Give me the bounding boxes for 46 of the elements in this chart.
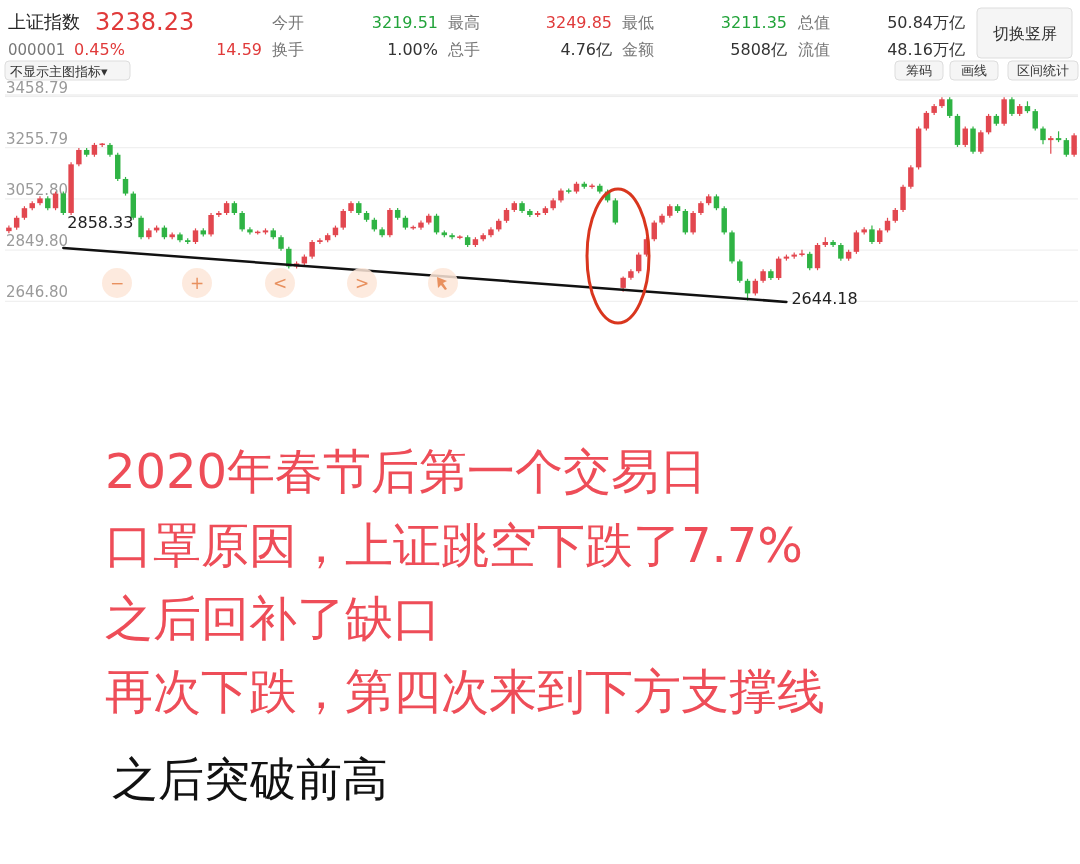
button: 不显示主图指标▾ [4,60,131,81]
zoom-button: < [265,268,295,298]
text: 总值 [797,13,830,32]
annotation: 2644.18 [791,288,858,308]
y-tick-label: 2646.80 [6,283,69,302]
text: 3249.85 [545,13,612,32]
chart-title: 上证指数 [8,11,80,32]
text: 1.00% [387,40,438,59]
zoom-button: > [347,268,377,298]
text: 口罩原因，上证跳空下跌了7.7% [105,517,803,573]
button: 切换竖屏 [976,7,1073,59]
text: 3238.23 [95,8,195,36]
y-tick-label: 2849.80 [6,232,69,251]
text: 48.16万亿 [887,40,965,59]
text: 最高 [448,13,480,32]
text: 金额 [622,40,654,59]
y-tick-label: 3458.79 [6,78,69,97]
text: 流值 [798,40,830,59]
text: 5808亿 [730,40,787,59]
text: 之后突破前高 [112,752,388,806]
annotation: + [189,273,205,293]
annotation: − [109,273,125,293]
text: 2020年春节后第一个交易日 [105,443,708,499]
y-tick-label: 3255.79 [6,129,69,148]
text: 50.84万亿 [887,13,965,32]
text: 换手 [272,40,304,59]
text: 今开 [272,13,304,32]
text: 最低 [622,13,654,32]
annotation: > [354,273,370,293]
annotation: 2858.33 [67,212,134,232]
text: 14.59 [216,40,262,59]
text: 3211.35 [720,13,787,32]
annotation: < [272,273,288,293]
y-tick-label: 3052.80 [6,180,69,199]
text: 000001 [8,41,66,59]
text: 再次下跌，第四次来到下方支撑线 [105,663,825,719]
text: 0.45% [74,40,125,59]
text: 3219.51 [371,13,438,32]
button: 区间统计 [1007,60,1079,81]
zoom-button: + [182,268,212,298]
button: 筹码 [894,60,944,81]
zoom-button: − [102,268,132,298]
text: 总手 [447,40,480,59]
button: 画线 [949,60,999,81]
text: 4.76亿 [560,40,612,59]
text: 之后回补了缺口 [105,590,441,646]
